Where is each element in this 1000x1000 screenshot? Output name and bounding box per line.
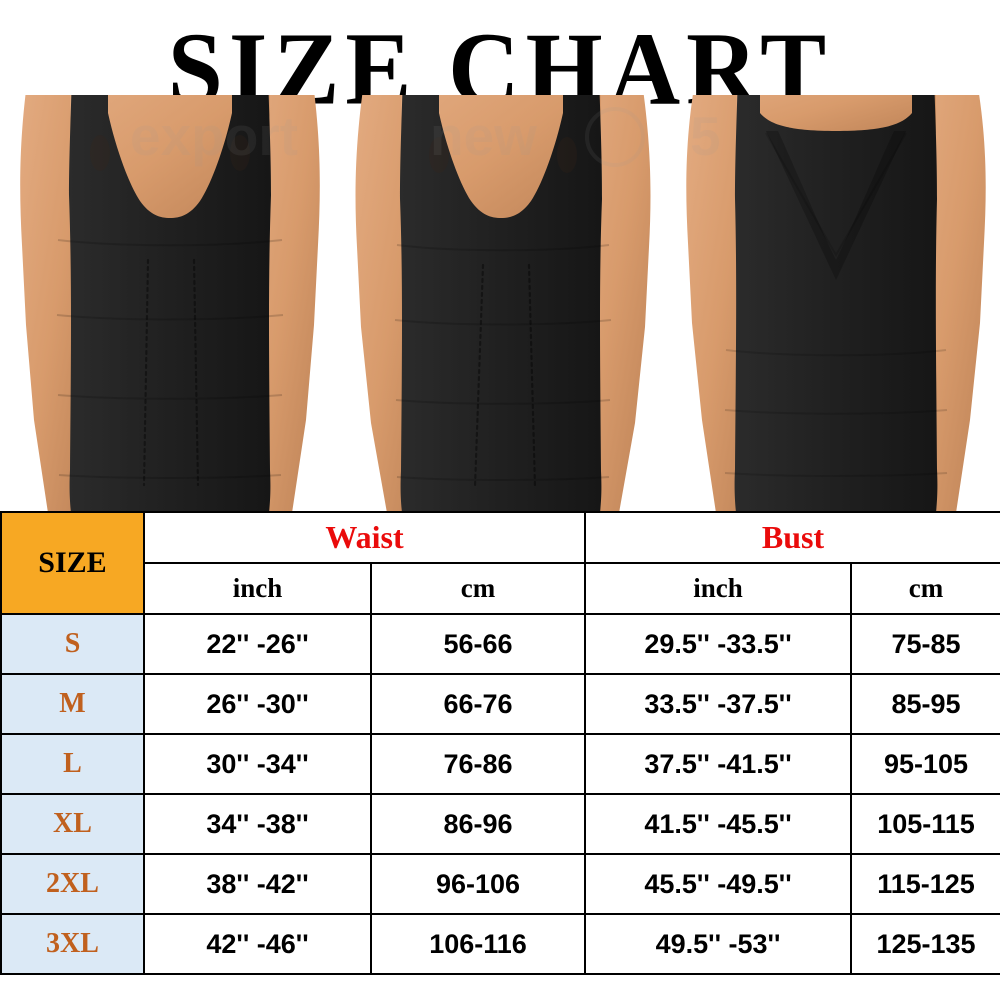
svg-text:new: new (430, 105, 537, 167)
svg-text:export: export (130, 105, 298, 167)
svg-text:5: 5 (690, 105, 721, 167)
